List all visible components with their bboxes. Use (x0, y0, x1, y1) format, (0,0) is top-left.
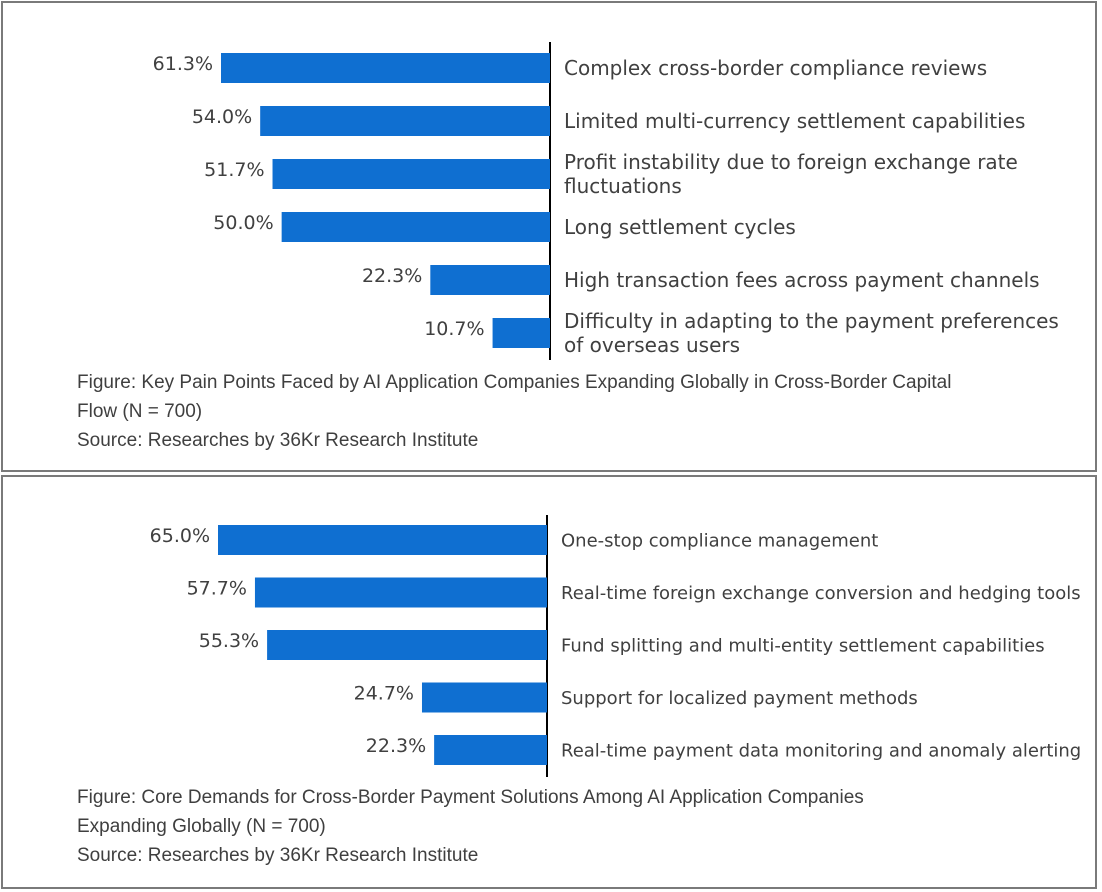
category-label-4: Long settlement cycles (564, 215, 796, 239)
value-label-3: 55.3% (199, 630, 259, 652)
bar-5 (434, 735, 547, 765)
source-line: Source: Researches by 36Kr Research Inst… (77, 845, 479, 866)
category-label-line: Support for localized payment methods (561, 688, 918, 709)
value-label-2: 54.0% (192, 106, 252, 128)
category-label-3: Profit instability due to foreign exchan… (564, 150, 1018, 198)
bar-chart-core-demands: 65.0% One-stop compliance management 57.7%… (150, 515, 1081, 777)
category-label-line: fluctuations (564, 174, 682, 198)
value-label-2: 57.7% (187, 577, 247, 599)
category-label-5: High transaction fees across payment cha… (564, 268, 1040, 292)
bar-1 (218, 525, 547, 555)
value-label-1: 65.0% (150, 525, 210, 547)
category-label-line: of overseas users (564, 333, 740, 357)
category-label-line: Complex cross-border compliance reviews (564, 56, 987, 80)
caption-line-2: Expanding Globally (N = 700) (77, 816, 326, 837)
source-line: Source: Researches by 36Kr Research Inst… (77, 430, 479, 451)
category-label-1: One-stop compliance management (561, 530, 878, 551)
value-label-6: 10.7% (424, 318, 484, 340)
figure-caption: Figure: Core Demands for Cross-Border Pa… (77, 783, 864, 870)
value-label-4: 24.7% (354, 682, 414, 704)
bar-4 (281, 212, 550, 242)
category-label-5: Real-time payment data monitoring and an… (561, 740, 1081, 761)
caption-line-2: Flow (N = 700) (77, 401, 203, 422)
category-label-3: Fund splitting and multi-entity settleme… (561, 635, 1045, 656)
category-label-line: Fund splitting and multi-entity settleme… (561, 635, 1045, 656)
category-label-line: High transaction fees across payment cha… (564, 268, 1040, 292)
bar-3 (272, 159, 550, 189)
bar-2 (260, 106, 550, 136)
caption-line-1: Figure: Key Pain Points Faced by AI Appl… (77, 372, 952, 393)
bar-5 (430, 265, 550, 295)
bar-3 (267, 630, 547, 660)
category-label-2: Real-time foreign exchange conversion an… (561, 583, 1081, 604)
category-label-line: One-stop compliance management (561, 530, 878, 551)
category-label-line: Real-time payment data monitoring and an… (561, 740, 1081, 761)
category-label-2: Limited multi-currency settlement capabi… (564, 109, 1025, 133)
value-label-5: 22.3% (366, 735, 426, 757)
category-label-line: Long settlement cycles (564, 215, 796, 239)
category-label-line: Difficulty in adapting to the payment pr… (564, 309, 1059, 333)
chart-panel-core-demands: 65.0% One-stop compliance management 57.7%… (1, 475, 1097, 889)
category-label-6: Difficulty in adapting to the payment pr… (564, 309, 1059, 357)
value-label-3: 51.7% (204, 159, 264, 181)
category-label-line: Real-time foreign exchange conversion an… (561, 583, 1081, 604)
category-label-1: Complex cross-border compliance reviews (564, 56, 987, 80)
bar-1 (221, 53, 550, 83)
category-label-line: Limited multi-currency settlement capabi… (564, 109, 1025, 133)
figure-caption: Figure: Key Pain Points Faced by AI Appl… (77, 368, 951, 455)
bar-2 (254, 577, 548, 608)
bar-6 (492, 318, 550, 348)
caption-line-1: Figure: Core Demands for Cross-Border Pa… (77, 787, 864, 808)
value-label-5: 22.3% (362, 265, 422, 287)
category-label-line: Profit instability due to foreign exchan… (564, 150, 1018, 174)
value-label-1: 61.3% (153, 53, 213, 75)
value-label-4: 50.0% (213, 212, 273, 234)
chart-panel-pain-points: 61.3% Complex cross-border compliance rev… (1, 1, 1097, 472)
category-label-4: Support for localized payment methods (561, 688, 918, 709)
bar-chart-pain-points: 61.3% Complex cross-border compliance rev… (153, 42, 1059, 360)
bar-4 (421, 682, 547, 713)
